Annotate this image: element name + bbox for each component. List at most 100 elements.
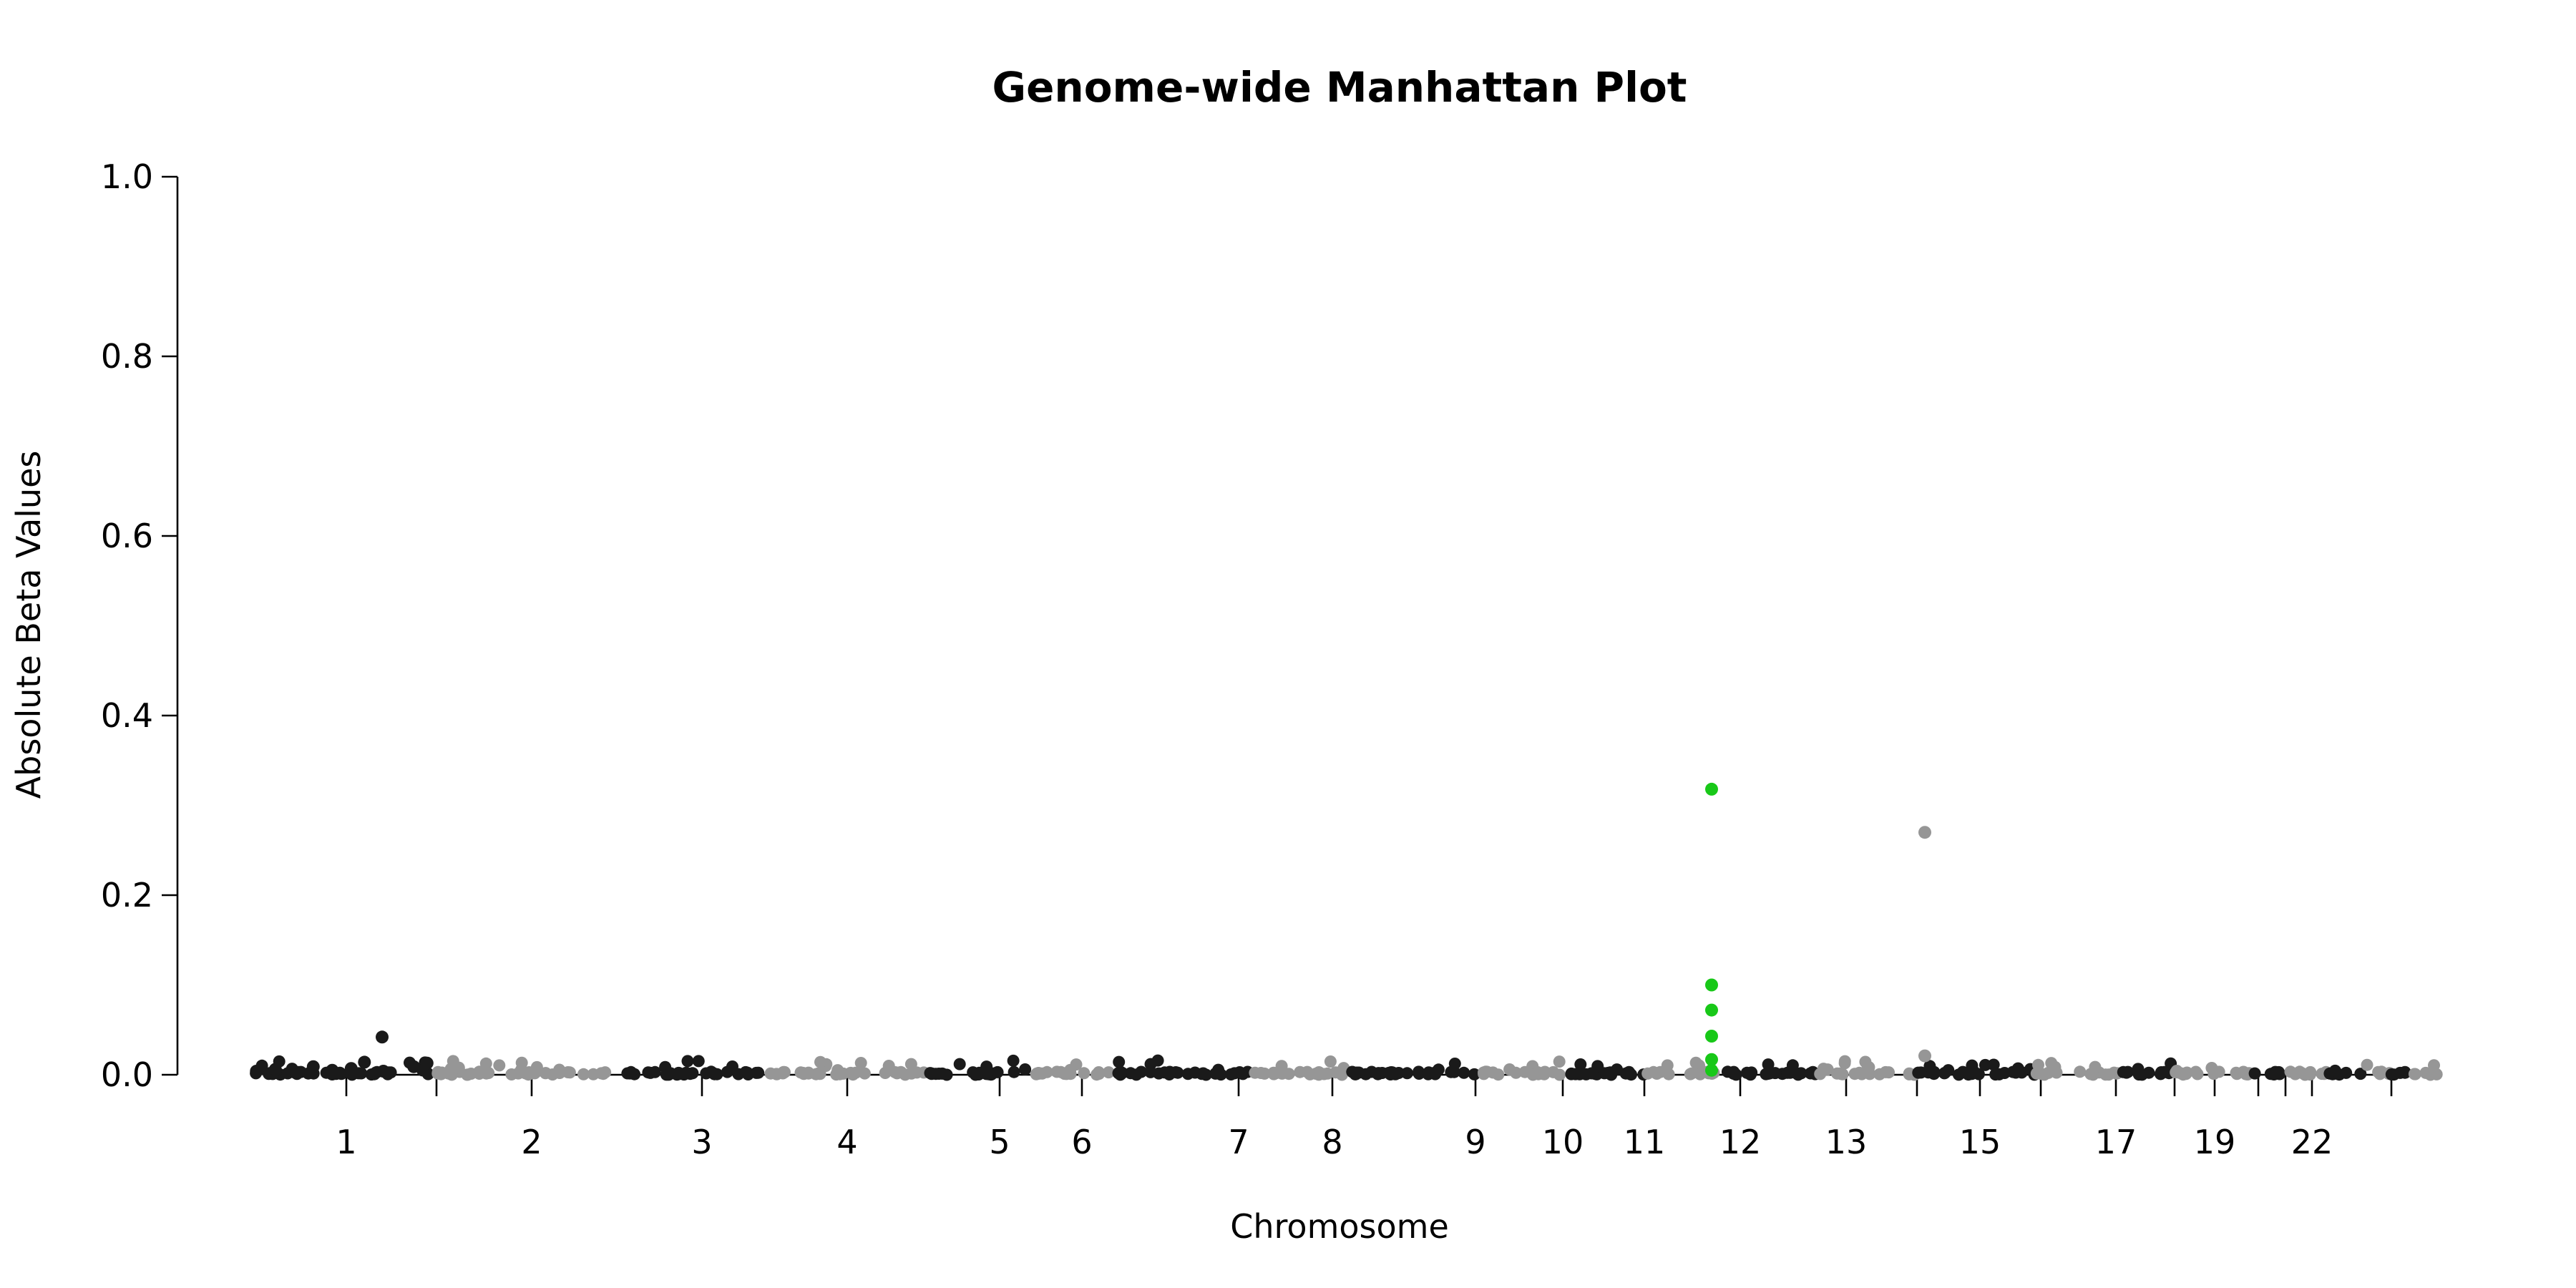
data-point [1821,1063,1834,1076]
data-point [355,1067,368,1080]
data-point [721,1065,733,1078]
data-point [2361,1058,2373,1071]
data-point [2409,1068,2421,1080]
data-point [577,1068,590,1080]
data-point [854,1057,867,1069]
data-point [847,1068,859,1081]
data-point [2328,1064,2341,1077]
data-point [2428,1059,2440,1072]
data-point [515,1056,528,1069]
data-point [2340,1066,2353,1079]
data-point [1199,1068,1212,1081]
data-point [1569,1068,1582,1080]
data-point [1952,1068,1965,1081]
data-point [376,1065,390,1078]
data-point [2273,1068,2286,1080]
data-point [1113,1055,1126,1068]
data-point [1790,1067,1802,1079]
data-point [2074,1065,2087,1078]
data-point [1078,1067,1091,1080]
x-tick-label: 8 [1322,1123,1342,1161]
data-point [1650,1068,1663,1080]
data-point [2238,1065,2250,1078]
data-point [1448,1058,1461,1070]
data-point [1510,1066,1523,1079]
data-point [953,1058,966,1070]
data-point [1486,1066,1499,1079]
data-point [692,1055,705,1068]
data-point [1007,1054,1020,1067]
x-tick-label: 10 [1542,1123,1584,1161]
data-point [1879,1065,1892,1078]
data-point [1836,1068,1849,1080]
data-point [250,1065,263,1078]
x-tick-label: 22 [2291,1123,2333,1161]
data-point [670,1068,683,1081]
data-point [479,1057,492,1070]
data-point [1458,1066,1470,1079]
data-point [858,1067,871,1080]
data-point [1662,1068,1675,1080]
data-point [1413,1068,1425,1080]
x-tick-label: 11 [1624,1123,1666,1161]
data-point [732,1068,745,1080]
highlighted-data-point [1705,1053,1718,1066]
data-point [1918,826,1931,839]
data-point [288,1065,301,1079]
data-point [1181,1068,1194,1080]
data-point [1989,1068,2002,1081]
data-point [837,1067,849,1080]
data-point [1040,1065,1053,1078]
highlighted-data-point [1705,1030,1718,1043]
data-point [407,1060,421,1073]
data-point [2424,1068,2437,1081]
data-point [436,1066,449,1079]
data-point [1684,1068,1697,1080]
data-point [1966,1059,1979,1072]
data-point [1468,1068,1480,1080]
data-point [1432,1063,1445,1076]
data-points [250,782,2443,1081]
data-point [1249,1066,1262,1079]
data-point [452,1061,465,1074]
data-point [1335,1068,1348,1081]
data-point [1224,1068,1237,1080]
x-tick-label: 6 [1071,1123,1092,1161]
data-point [1912,1066,1925,1079]
data-point [2170,1065,2183,1077]
data-point [811,1067,824,1080]
data-point [344,1062,358,1075]
data-point [480,1067,493,1080]
data-point [1918,1049,1931,1063]
data-point [464,1068,477,1080]
data-point [2388,1068,2400,1081]
data-point [1769,1067,1782,1080]
data-point [991,1065,1004,1078]
highlighted-data-point [1705,782,1718,796]
data-point [1928,1065,1941,1078]
x-tick-label: 9 [1465,1123,1485,1161]
data-point [1781,1066,1794,1079]
data-point [2038,1068,2051,1081]
data-point [681,1055,694,1068]
data-point [2136,1068,2148,1081]
data-point [1553,1055,1566,1068]
data-point [796,1066,809,1079]
y-axis-title: Absolute Beta Values [9,451,48,799]
data-point [1401,1067,1413,1080]
data-point [1114,1068,1127,1081]
data-point [700,1067,713,1080]
data-point [1641,1067,1654,1080]
data-point [493,1059,506,1072]
data-point [1574,1058,1587,1070]
data-point [2180,1068,2192,1080]
data-point [420,1056,434,1070]
x-tick-label: 5 [989,1123,1010,1161]
data-point [882,1060,895,1072]
data-point [814,1055,826,1068]
data-point [1979,1058,1991,1071]
data-point [2190,1065,2202,1078]
data-point [1130,1068,1143,1081]
data-point [1212,1063,1225,1076]
